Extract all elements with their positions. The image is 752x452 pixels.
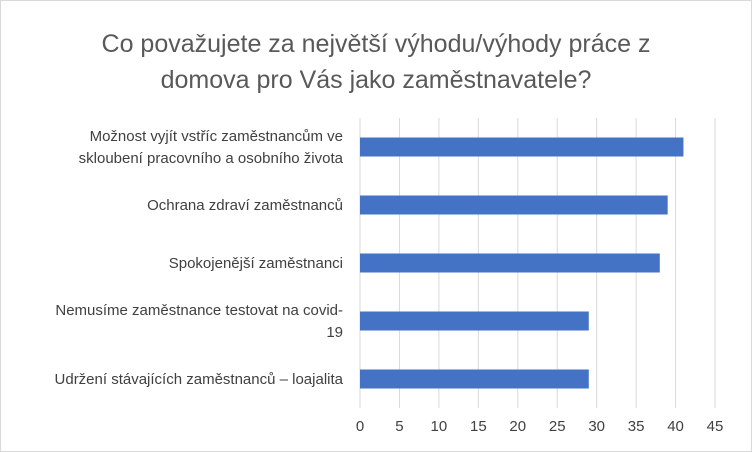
category-label: Možnost vyjít vstříc zaměstnancům ve sklo…: [79, 128, 344, 167]
category-label-line: Možnost vyjít vstříc zaměstnancům ve: [90, 128, 343, 145]
x-tick-label: 35: [628, 418, 645, 435]
category-label-line: Udržení stávajících zaměstnanců – loajal…: [55, 371, 344, 388]
x-tick-label: 0: [356, 418, 364, 435]
bar-4: [360, 311, 589, 331]
category-label-line: Spokojenější zaměstnanci: [169, 255, 343, 272]
category-label: Udržení stávajících zaměstnanců – loajal…: [55, 371, 344, 388]
category-label-line: skloubení pracovního a osobního života: [79, 150, 344, 167]
bar-1: [360, 137, 684, 157]
category-label: Ochrana zdraví zaměstnanců: [147, 197, 343, 214]
category-label-line: Nemusíme zaměstnance testovat na covid-: [55, 302, 343, 319]
x-tick-label: 40: [667, 418, 684, 435]
category-label-line: Ochrana zdraví zaměstnanců: [147, 197, 343, 214]
x-tick-label: 5: [395, 418, 403, 435]
x-tick-label: 20: [509, 418, 526, 435]
category-label: Spokojenější zaměstnanci: [169, 255, 343, 272]
x-tick-label: 30: [588, 418, 605, 435]
x-tick-label: 45: [707, 418, 724, 435]
chart-title: Co považujete za největší výhodu/výhody …: [101, 30, 651, 94]
x-tick-label: 15: [470, 418, 487, 435]
bar-5: [360, 369, 589, 389]
bar-3: [360, 253, 660, 273]
bar-2: [360, 195, 668, 215]
category-label: Nemusíme zaměstnance testovat na covid- 1…: [55, 302, 343, 341]
x-tick-label: 10: [431, 418, 448, 435]
category-label-line: 19: [326, 324, 343, 341]
x-tick-label: 25: [549, 418, 566, 435]
